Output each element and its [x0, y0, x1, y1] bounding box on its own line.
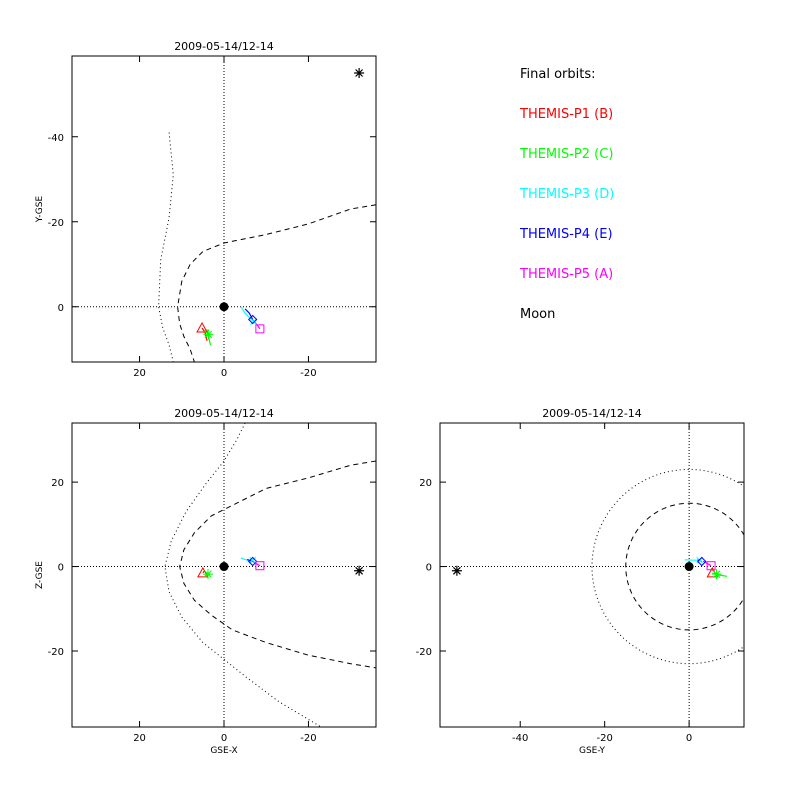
bow-shock-curve: [158, 132, 174, 362]
x-tick-label: -20: [596, 733, 612, 744]
orbit-track: [244, 308, 254, 320]
x-tick-label: -40: [512, 733, 528, 744]
earth-marker: [219, 302, 229, 312]
x-tick-label: -20: [300, 733, 316, 744]
x-tick-label: 0: [221, 733, 227, 744]
legend-entry-p2: THEMIS-P2 (C): [520, 147, 614, 162]
legend: Final orbits: THEMIS-P1 (B) THEMIS-P2 (C…: [520, 66, 614, 346]
spacecraft-square-marker: [255, 324, 265, 334]
y-axis-label: Y-GSE: [35, 196, 45, 224]
spacecraft-triangle-marker: [196, 321, 208, 333]
magnetopause-circle: [625, 502, 744, 631]
orbit-track: [712, 572, 728, 577]
y-tick-label: -20: [48, 218, 64, 229]
panel-y-z-plot-area: [440, 423, 744, 727]
panel-x-y-plot-area: [72, 56, 376, 362]
spacecraft-square-marker: [255, 561, 265, 571]
moon-marker: [354, 565, 365, 576]
x-axis-label: GSE-X: [210, 746, 237, 756]
x-tick-label: 20: [133, 733, 146, 744]
x-tick-label: 0: [686, 733, 692, 744]
earth-marker: [219, 562, 229, 572]
spacecraft-asterisk-marker: [711, 569, 722, 580]
moon-marker: [451, 565, 462, 576]
plot-frame: [439, 422, 745, 728]
y-tick-label: -20: [416, 647, 432, 658]
bow-shock-circle: [591, 468, 744, 665]
spacecraft-asterisk-marker: [202, 569, 213, 580]
magnetopause-curve: [177, 204, 376, 362]
spacecraft-square-marker: [706, 561, 716, 571]
legend-entry-p1: THEMIS-P1 (B): [520, 107, 614, 122]
legend-entry-moon: Moon: [520, 307, 556, 322]
y-tick-label: 20: [419, 478, 432, 489]
panel-title: 2009-05-14/12-14: [542, 407, 642, 420]
panel-x-z-plot-area: [72, 423, 376, 727]
x-tick-label: 20: [133, 368, 146, 379]
y-tick-label: 0: [58, 303, 64, 314]
panel-title: 2009-05-14/12-14: [174, 407, 274, 420]
spacecraft-triangle-marker: [197, 566, 209, 578]
moon-marker: [354, 68, 365, 78]
bow-shock-curve: [164, 423, 322, 727]
y-axis-label: Z-GSE: [35, 561, 45, 589]
legend-entry-p5: THEMIS-P5 (A): [520, 267, 614, 282]
y-tick-label: -20: [48, 647, 64, 658]
spacecraft-diamond-marker: [248, 314, 258, 325]
x-tick-label: -20: [300, 368, 316, 379]
y-tick-label: 20: [51, 478, 64, 489]
legend-title: Final orbits:: [520, 67, 596, 82]
y-tick-label: -40: [48, 133, 64, 144]
y-tick-label: 0: [58, 563, 64, 574]
legend-entry-p4: THEMIS-P4 (E): [520, 227, 613, 242]
legend-entry-p3: THEMIS-P3 (D): [520, 187, 615, 202]
magnetopause-curve: [179, 460, 376, 669]
spacecraft-diamond-marker: [248, 556, 258, 567]
x-tick-label: 0: [221, 368, 227, 379]
spacecraft-asterisk-marker: [203, 329, 214, 340]
earth-marker: [684, 562, 694, 572]
x-axis-label: GSE-Y: [579, 746, 606, 756]
panel-title: 2009-05-14/12-14: [174, 40, 274, 53]
spacecraft-x-marker: [250, 318, 257, 325]
y-tick-label: 0: [426, 563, 432, 574]
spacecraft-diamond-marker: [697, 556, 707, 567]
spacecraft-x-marker: [249, 556, 257, 564]
